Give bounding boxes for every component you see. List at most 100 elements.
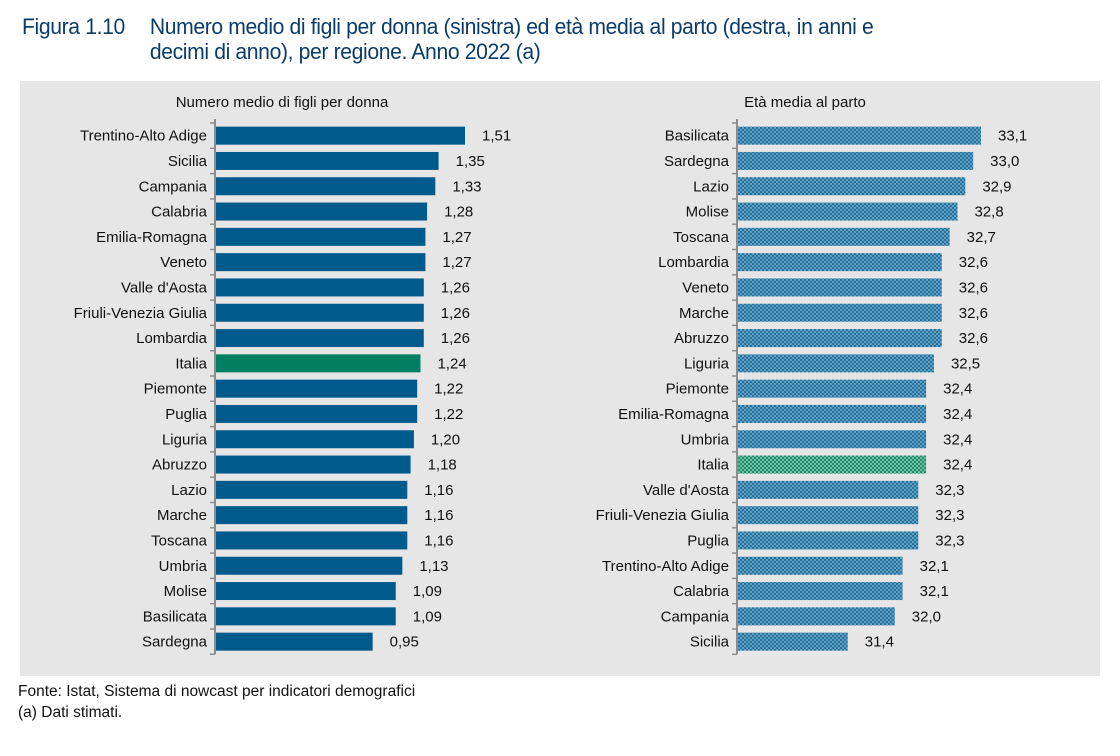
bar-trentino-alto-adige	[738, 556, 903, 575]
value-label-marche: 1,16	[424, 507, 453, 524]
category-label-umbria: Umbria	[159, 558, 208, 575]
category-label-calabria: Calabria	[673, 583, 730, 600]
category-label-lombardia: Lombardia	[658, 254, 730, 271]
value-label-friuli-venezia-giulia: 1,26	[441, 305, 470, 322]
value-label-basilicata: 1,09	[413, 608, 442, 625]
bar-veneto	[738, 278, 942, 297]
bar-umbria	[216, 556, 403, 575]
value-label-sicilia: 1,35	[456, 153, 485, 170]
value-label-lombardia: 32,6	[959, 254, 988, 271]
bar-campania	[216, 177, 436, 196]
category-label-valle-d-aosta: Valle d'Aosta	[643, 482, 730, 499]
category-label-molise: Molise	[686, 204, 729, 221]
category-label-toscana: Toscana	[673, 229, 730, 246]
value-label-calabria: 32,1	[920, 583, 949, 600]
bar-sicilia	[216, 151, 439, 170]
figure-caption: Numero medio di figli per donna (sinistr…	[150, 14, 874, 64]
bar-emilia-romagna	[216, 227, 426, 246]
value-label-valle-d-aosta: 1,26	[441, 279, 470, 296]
value-label-sardegna: 33,0	[990, 153, 1019, 170]
category-label-lombardia: Lombardia	[136, 330, 208, 347]
bar-friuli-venezia-giulia	[216, 303, 424, 322]
value-label-trentino-alto-adige: 1,51	[482, 128, 511, 145]
estimate-note: (a) Dati stimati.	[18, 704, 123, 721]
value-label-molise: 32,8	[974, 204, 1003, 221]
category-label-puglia: Puglia	[687, 532, 729, 549]
bar-italia	[216, 354, 421, 373]
value-label-veneto: 1,27	[442, 254, 471, 271]
chart-fertility: Numero medio di figli per donna Trentino…	[74, 94, 511, 656]
bar-molise	[738, 202, 958, 221]
value-label-toscana: 1,16	[424, 532, 453, 549]
bar-puglia	[738, 531, 919, 550]
value-label-calabria: 1,28	[444, 204, 473, 221]
bar-basilicata	[738, 126, 981, 145]
figure-number: Figura 1.10	[22, 14, 125, 39]
category-label-valle-d-aosta: Valle d'Aosta	[121, 279, 208, 296]
category-label-calabria: Calabria	[151, 204, 208, 221]
value-label-liguria: 1,20	[431, 431, 460, 448]
category-label-marche: Marche	[679, 305, 729, 322]
bar-puglia	[216, 404, 418, 423]
bar-veneto	[216, 253, 426, 272]
charts-svg: Numero medio di figli per donna Trentino…	[74, 94, 1027, 656]
value-label-liguria: 32,5	[951, 355, 980, 372]
bar-liguria	[216, 430, 414, 449]
category-label-campania: Campania	[139, 178, 208, 195]
value-label-lazio: 1,16	[424, 482, 453, 499]
bar-valle-d-aosta	[738, 480, 919, 499]
value-label-sardegna: 0,95	[390, 634, 419, 651]
source-note: Fonte: Istat, Sistema di nowcast per ind…	[18, 683, 416, 700]
value-label-italia: 1,24	[437, 355, 466, 372]
category-label-veneto: Veneto	[682, 279, 729, 296]
category-label-basilicata: Basilicata	[665, 128, 730, 145]
value-label-marche: 32,6	[959, 305, 988, 322]
bar-emilia-romagna	[738, 404, 927, 423]
category-label-italia: Italia	[697, 457, 729, 474]
value-label-lombardia: 1,26	[441, 330, 470, 347]
bar-abruzzo	[738, 329, 942, 348]
category-label-italia: Italia	[175, 355, 207, 372]
value-label-emilia-romagna: 32,4	[943, 406, 972, 423]
figure-title-line-2: decimi di anno), per regione. Anno 2022 …	[149, 39, 541, 64]
bar-sardegna	[738, 151, 974, 170]
bar-sicilia	[738, 632, 848, 651]
value-label-emilia-romagna: 1,27	[442, 229, 471, 246]
category-label-liguria: Liguria	[162, 431, 208, 448]
bar-abruzzo	[216, 455, 411, 474]
bar-molise	[216, 582, 396, 601]
figure-title-line-1: Numero medio di figli per donna (sinistr…	[149, 14, 874, 39]
category-label-liguria: Liguria	[684, 355, 730, 372]
value-label-abruzzo: 32,6	[959, 330, 988, 347]
category-label-lazio: Lazio	[693, 178, 729, 195]
value-label-veneto: 32,6	[959, 279, 988, 296]
bar-umbria	[738, 430, 927, 449]
bar-marche	[738, 303, 942, 322]
chart-panel: Numero medio di figli per donna Trentino…	[20, 81, 1100, 676]
bar-liguria	[738, 354, 934, 373]
bar-lazio	[738, 177, 966, 196]
category-label-sicilia: Sicilia	[690, 634, 730, 651]
bar-italia	[738, 455, 927, 474]
category-label-emilia-romagna: Emilia-Romagna	[96, 229, 208, 246]
value-label-trentino-alto-adige: 32,1	[920, 558, 949, 575]
bar-basilicata	[216, 607, 396, 626]
category-label-sardegna: Sardegna	[142, 634, 208, 651]
bar-trentino-alto-adige	[216, 126, 465, 145]
category-label-trentino-alto-adige: Trentino-Alto Adige	[80, 128, 207, 145]
category-label-piemonte: Piemonte	[666, 381, 729, 398]
bar-calabria	[738, 582, 903, 601]
bar-lazio	[216, 480, 408, 499]
category-label-umbria: Umbria	[681, 431, 730, 448]
value-label-sicilia: 31,4	[865, 634, 894, 651]
value-label-italia: 32,4	[943, 457, 972, 474]
value-label-campania: 1,33	[452, 178, 481, 195]
bar-piemonte	[216, 379, 418, 398]
category-label-campania: Campania	[661, 608, 730, 625]
value-label-campania: 32,0	[912, 608, 941, 625]
value-label-puglia: 1,22	[434, 406, 463, 423]
chart-mean-age: Età media al parto Basilicata 33,1 Sardegn…	[596, 94, 1027, 656]
bar-lombardia	[216, 329, 424, 348]
category-label-friuli-venezia-giulia: Friuli-Venezia Giulia	[74, 305, 208, 322]
category-label-puglia: Puglia	[165, 406, 207, 423]
